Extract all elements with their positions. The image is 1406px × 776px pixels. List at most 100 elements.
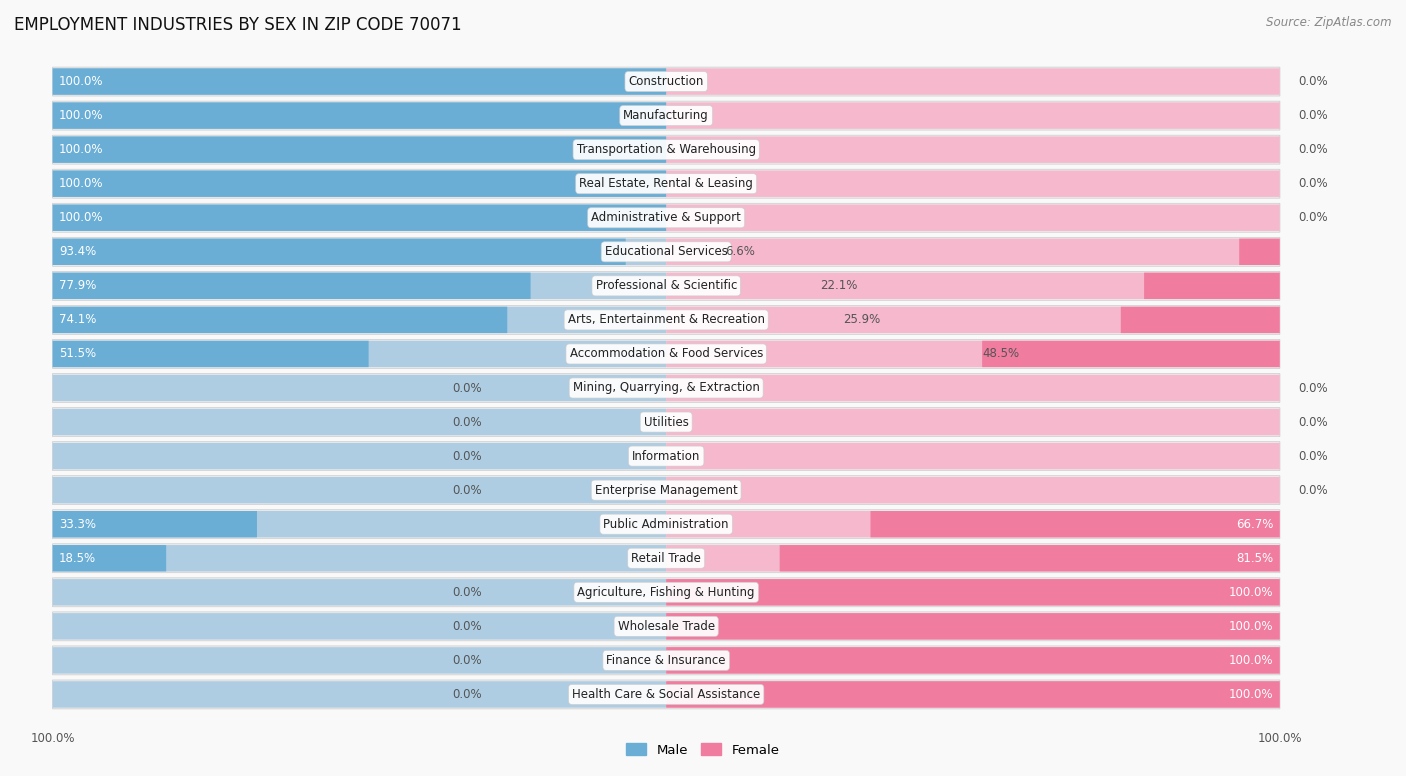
FancyBboxPatch shape: [666, 613, 1279, 639]
Text: 0.0%: 0.0%: [453, 483, 482, 497]
FancyBboxPatch shape: [666, 511, 1279, 538]
Text: 0.0%: 0.0%: [1298, 449, 1327, 462]
Text: 22.1%: 22.1%: [820, 279, 858, 293]
FancyBboxPatch shape: [52, 544, 1279, 573]
Text: Manufacturing: Manufacturing: [623, 109, 709, 122]
FancyBboxPatch shape: [52, 611, 1279, 641]
FancyBboxPatch shape: [52, 68, 666, 95]
Text: Administrative & Support: Administrative & Support: [592, 211, 741, 224]
FancyBboxPatch shape: [52, 135, 1279, 165]
FancyBboxPatch shape: [52, 272, 666, 299]
FancyBboxPatch shape: [52, 341, 368, 367]
Text: Utilities: Utilities: [644, 416, 689, 428]
Text: 66.7%: 66.7%: [1236, 518, 1274, 531]
Text: 0.0%: 0.0%: [1298, 483, 1327, 497]
FancyBboxPatch shape: [52, 307, 508, 333]
Text: 0.0%: 0.0%: [1298, 177, 1327, 190]
FancyBboxPatch shape: [52, 205, 666, 231]
Text: Information: Information: [633, 449, 700, 462]
FancyBboxPatch shape: [52, 306, 1279, 334]
FancyBboxPatch shape: [52, 102, 666, 129]
FancyBboxPatch shape: [870, 511, 1279, 538]
FancyBboxPatch shape: [52, 510, 1279, 539]
Text: 51.5%: 51.5%: [59, 348, 96, 360]
FancyBboxPatch shape: [1144, 272, 1279, 299]
Text: Accommodation & Food Services: Accommodation & Food Services: [569, 348, 763, 360]
FancyBboxPatch shape: [666, 375, 1279, 401]
Text: Retail Trade: Retail Trade: [631, 552, 702, 565]
FancyBboxPatch shape: [52, 477, 666, 504]
FancyBboxPatch shape: [666, 409, 1279, 435]
Text: Mining, Quarrying, & Extraction: Mining, Quarrying, & Extraction: [572, 382, 759, 394]
FancyBboxPatch shape: [52, 203, 1279, 232]
FancyBboxPatch shape: [52, 407, 1279, 437]
Text: 100.0%: 100.0%: [1229, 688, 1274, 701]
FancyBboxPatch shape: [1239, 238, 1279, 265]
FancyBboxPatch shape: [52, 476, 1279, 504]
FancyBboxPatch shape: [52, 375, 666, 401]
FancyBboxPatch shape: [52, 272, 1279, 300]
Text: 74.1%: 74.1%: [59, 314, 96, 327]
FancyBboxPatch shape: [52, 613, 666, 639]
Text: 100.0%: 100.0%: [1229, 654, 1274, 667]
FancyBboxPatch shape: [666, 647, 1279, 674]
Text: 0.0%: 0.0%: [1298, 211, 1327, 224]
Text: 0.0%: 0.0%: [453, 416, 482, 428]
FancyBboxPatch shape: [666, 477, 1279, 504]
Text: 0.0%: 0.0%: [1298, 75, 1327, 88]
FancyBboxPatch shape: [666, 579, 1279, 605]
Text: Educational Services: Educational Services: [605, 245, 728, 258]
FancyBboxPatch shape: [52, 373, 1279, 403]
FancyBboxPatch shape: [666, 545, 1279, 571]
FancyBboxPatch shape: [52, 646, 1279, 675]
Text: Health Care & Social Assistance: Health Care & Social Assistance: [572, 688, 761, 701]
FancyBboxPatch shape: [52, 545, 166, 571]
Legend: Male, Female: Male, Female: [621, 738, 785, 762]
Text: 48.5%: 48.5%: [983, 348, 1019, 360]
FancyBboxPatch shape: [52, 169, 1279, 198]
FancyBboxPatch shape: [666, 341, 1279, 367]
Text: 25.9%: 25.9%: [844, 314, 880, 327]
Text: 100.0%: 100.0%: [59, 143, 103, 156]
FancyBboxPatch shape: [52, 101, 1279, 130]
FancyBboxPatch shape: [52, 238, 666, 265]
Text: Arts, Entertainment & Recreation: Arts, Entertainment & Recreation: [568, 314, 765, 327]
FancyBboxPatch shape: [1121, 307, 1279, 333]
Text: EMPLOYMENT INDUSTRIES BY SEX IN ZIP CODE 70071: EMPLOYMENT INDUSTRIES BY SEX IN ZIP CODE…: [14, 16, 461, 33]
Text: 0.0%: 0.0%: [453, 654, 482, 667]
Text: Professional & Scientific: Professional & Scientific: [596, 279, 737, 293]
Text: 0.0%: 0.0%: [1298, 109, 1327, 122]
FancyBboxPatch shape: [666, 681, 1279, 708]
FancyBboxPatch shape: [52, 307, 666, 333]
Text: 0.0%: 0.0%: [453, 620, 482, 633]
FancyBboxPatch shape: [666, 102, 1279, 129]
Text: 0.0%: 0.0%: [1298, 382, 1327, 394]
Text: 33.3%: 33.3%: [59, 518, 96, 531]
FancyBboxPatch shape: [52, 409, 666, 435]
FancyBboxPatch shape: [666, 238, 1279, 265]
FancyBboxPatch shape: [52, 511, 257, 538]
FancyBboxPatch shape: [52, 511, 666, 538]
FancyBboxPatch shape: [52, 237, 1279, 266]
Text: 0.0%: 0.0%: [1298, 416, 1327, 428]
Text: 0.0%: 0.0%: [453, 688, 482, 701]
FancyBboxPatch shape: [52, 205, 666, 231]
FancyBboxPatch shape: [52, 442, 1279, 470]
FancyBboxPatch shape: [666, 171, 1279, 197]
Text: Finance & Insurance: Finance & Insurance: [606, 654, 725, 667]
FancyBboxPatch shape: [52, 137, 666, 163]
Text: 6.6%: 6.6%: [725, 245, 755, 258]
FancyBboxPatch shape: [52, 680, 1279, 709]
FancyBboxPatch shape: [52, 171, 666, 197]
FancyBboxPatch shape: [52, 681, 666, 708]
Text: Enterprise Management: Enterprise Management: [595, 483, 738, 497]
FancyBboxPatch shape: [52, 579, 666, 605]
FancyBboxPatch shape: [666, 613, 1279, 639]
Text: 0.0%: 0.0%: [453, 382, 482, 394]
FancyBboxPatch shape: [52, 67, 1279, 96]
FancyBboxPatch shape: [666, 68, 1279, 95]
FancyBboxPatch shape: [666, 137, 1279, 163]
Text: 0.0%: 0.0%: [1298, 143, 1327, 156]
Text: Public Administration: Public Administration: [603, 518, 728, 531]
Text: 100.0%: 100.0%: [59, 109, 103, 122]
